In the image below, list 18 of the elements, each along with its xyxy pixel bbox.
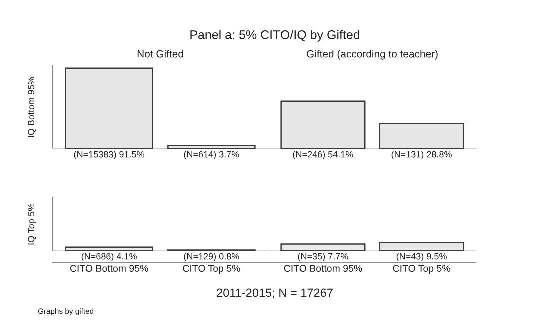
x-tick-label: CITO Bottom 95%	[70, 265, 148, 272]
data-label: (N=129) 0.8%	[184, 253, 240, 262]
text: Panel a: 5% CITO/IQ by Gifted	[190, 30, 360, 42]
data-label: (N=614) 3.7%	[184, 151, 240, 160]
y-axis-title: IQ Bottom 95%	[28, 77, 36, 138]
data-label: (N=15383) 91.5%	[74, 151, 144, 160]
x-tick-label: CITO Bottom 95%	[284, 265, 362, 272]
data-label: (N=131) 28.8%	[392, 151, 452, 160]
data-label: (N=686) 4.1%	[82, 253, 137, 262]
data-label: (N=35) 7.7%	[298, 253, 348, 262]
data-label: (N=246) 54.1%	[293, 151, 354, 160]
text: 2011-2015; N = 17267	[217, 288, 333, 299]
x-tick-label: CITO Top 5%	[183, 265, 240, 274]
data-label: (N=43) 9.5%	[396, 253, 447, 262]
chart-title: Not Gifted	[138, 50, 184, 58]
chart-title: Gifted (according to teacher)	[307, 50, 438, 60]
y-axis-title: IQ Top 5%	[28, 204, 36, 245]
x-tick-label: CITO Top 5%	[393, 265, 450, 274]
